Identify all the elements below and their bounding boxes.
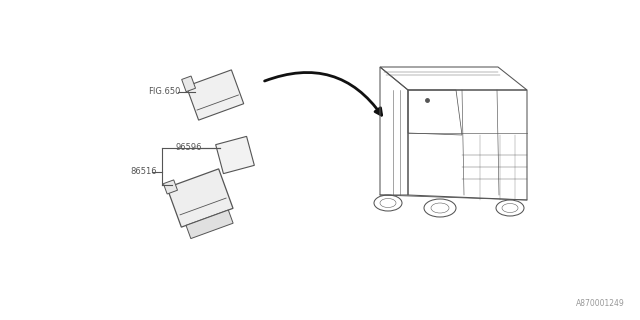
Polygon shape <box>182 76 195 92</box>
Text: A870001249: A870001249 <box>576 299 625 308</box>
Text: 86516: 86516 <box>130 167 157 177</box>
Polygon shape <box>186 70 244 120</box>
Polygon shape <box>167 169 233 227</box>
Polygon shape <box>186 210 233 239</box>
Polygon shape <box>216 136 254 174</box>
FancyArrowPatch shape <box>264 73 381 115</box>
Text: 96596: 96596 <box>175 143 202 153</box>
Text: FIG.650: FIG.650 <box>148 87 180 97</box>
Polygon shape <box>163 180 177 194</box>
